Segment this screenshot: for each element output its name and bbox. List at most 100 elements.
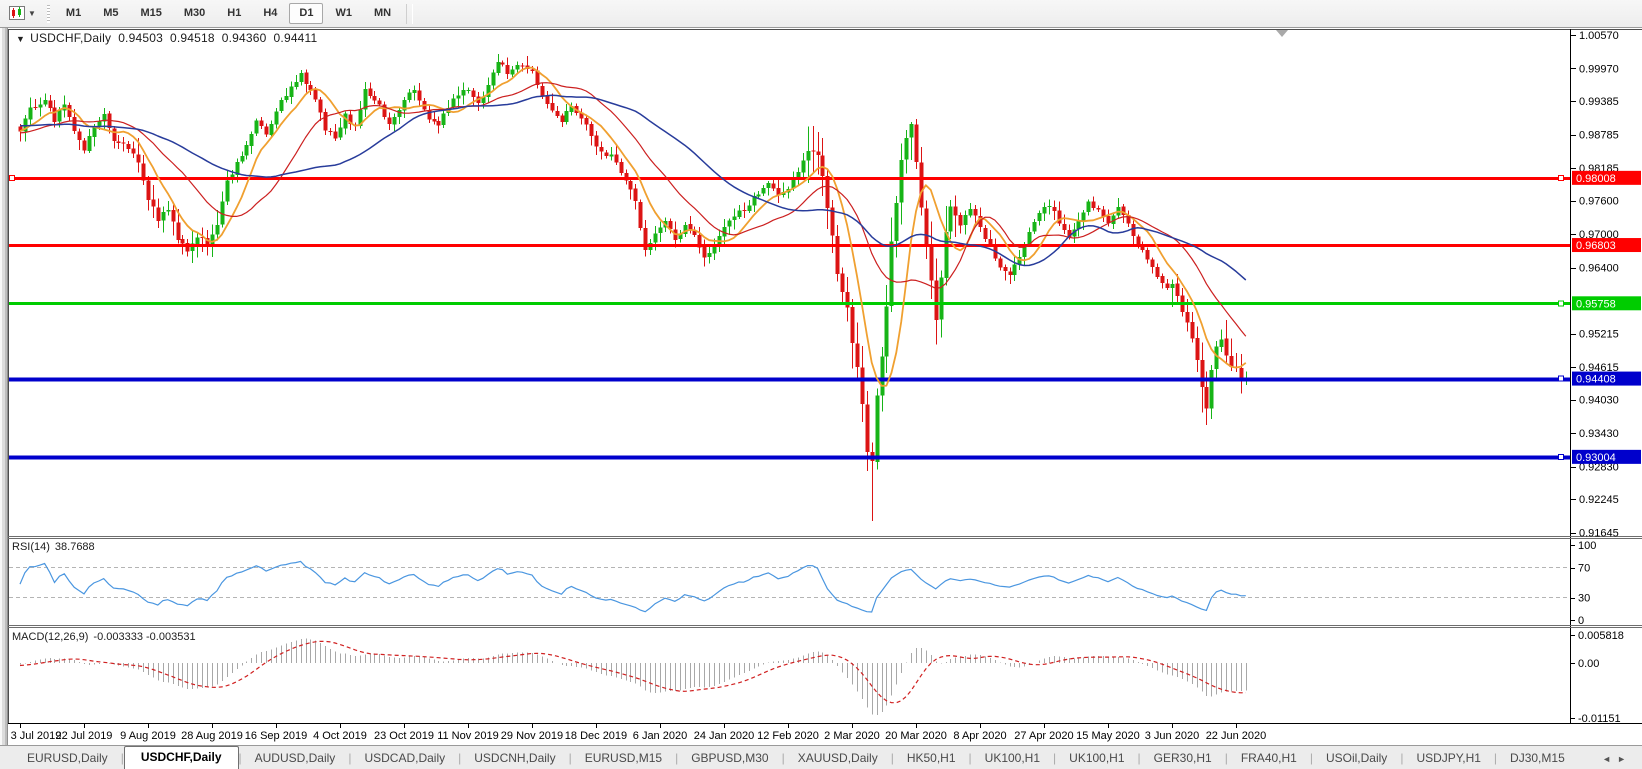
tab-gbpusd-m30[interactable]: GBPUSD,M30 xyxy=(691,751,769,765)
chart-shift-marker[interactable] xyxy=(1276,30,1288,37)
candle-body xyxy=(1175,283,1180,296)
ohlc-high: 0.94518 xyxy=(169,31,215,45)
tab-usdjpy-h1[interactable]: USDJPY,H1 xyxy=(1416,751,1481,765)
period-button-m5[interactable]: M5 xyxy=(103,7,119,19)
tab-usdcad-daily[interactable]: USDCAD,Daily xyxy=(364,751,446,765)
hline-price-badge xyxy=(1572,238,1641,253)
tab-audusd-daily[interactable]: AUDUSD,Daily xyxy=(254,751,336,765)
chart-canvas[interactable]: 1.005700.999700.993850.987850.981850.976… xyxy=(0,0,1642,745)
candle-body xyxy=(707,252,712,257)
candle-body xyxy=(180,239,185,244)
candle-body xyxy=(953,206,958,216)
period-button-d1[interactable]: D1 xyxy=(289,3,324,24)
price-tick-label: 0.97600 xyxy=(1579,196,1619,208)
tab-uk100-h1[interactable]: UK100,H1 xyxy=(984,751,1041,765)
period-button-h1[interactable]: H1 xyxy=(227,7,242,19)
candle-body xyxy=(1239,368,1244,379)
left-panel-splitter[interactable] xyxy=(0,27,8,745)
x-axis-date: 6 Jan 2020 xyxy=(633,730,687,742)
tab-hk50-h1[interactable]: HK50,H1 xyxy=(906,751,956,765)
candle-body xyxy=(1027,232,1032,245)
period-button-m15[interactable]: M15 xyxy=(140,7,162,19)
candle-body xyxy=(776,187,781,196)
candle-body xyxy=(894,203,899,242)
candle-body xyxy=(1003,267,1008,271)
rsi-tick-label: 70 xyxy=(1578,563,1590,575)
tab-separator: | xyxy=(1400,751,1404,765)
tab-usdcnh-daily[interactable]: USDCNH,Daily xyxy=(474,751,556,765)
candle-body xyxy=(1037,213,1042,222)
candle-body xyxy=(939,277,944,320)
period-button-mn[interactable]: MN xyxy=(373,7,392,19)
tab-separator: | xyxy=(1493,751,1498,765)
x-axis-date: 12 Feb 2020 xyxy=(757,730,819,742)
candle-body xyxy=(619,162,624,173)
tab-usdchf-daily[interactable]: USDCHF,Daily xyxy=(123,746,239,769)
tab-separator: | xyxy=(1137,751,1141,765)
candle-body xyxy=(1155,267,1160,277)
rsi-tick-label: 100 xyxy=(1578,540,1596,552)
candle-body xyxy=(387,117,392,125)
symbol-tabs: EURUSD,Daily | USDCHF,Daily | AUDUSD,Daily | U… xyxy=(14,746,1602,769)
candle-body xyxy=(121,142,126,144)
period-button-h4[interactable]: H4 xyxy=(263,7,278,19)
candle-body xyxy=(860,367,865,404)
candle-body xyxy=(633,188,638,202)
candle-body xyxy=(550,103,555,111)
tab-eurusd-m15[interactable]: EURUSD,M15 xyxy=(584,751,663,765)
candle-body xyxy=(432,118,437,122)
tab-uk100-h1[interactable]: UK100,H1 xyxy=(1069,751,1125,765)
ohlc-low: 0.94360 xyxy=(221,31,267,45)
candle-body xyxy=(500,62,505,65)
candle-body xyxy=(520,65,525,67)
ohlc-close: 0.94411 xyxy=(273,31,318,45)
hline-handle[interactable] xyxy=(9,174,15,181)
candle-body xyxy=(18,126,23,132)
price-tick-label: 0.91645 xyxy=(1579,528,1619,540)
hline-handle[interactable] xyxy=(1558,174,1564,181)
hline-price-badge xyxy=(1572,371,1641,386)
candle-body xyxy=(889,241,894,307)
hline-handle[interactable] xyxy=(1558,453,1564,460)
candle-body xyxy=(909,124,914,138)
candle-body xyxy=(628,180,633,190)
candle-body xyxy=(161,211,166,221)
candle-body xyxy=(176,222,181,240)
tab-separator: | xyxy=(890,751,894,765)
candle-body xyxy=(924,208,929,246)
hline-price-badge xyxy=(1572,449,1641,464)
tab-separator: | xyxy=(568,751,572,765)
candle-body xyxy=(274,111,279,125)
candle-body xyxy=(830,207,835,236)
hline-handle[interactable] xyxy=(1558,375,1564,382)
candle-body xyxy=(407,92,412,100)
rsi-indicator-label: RSI(14) 38.7688 xyxy=(12,541,95,553)
period-button-m30[interactable]: M30 xyxy=(183,7,206,19)
candle-body xyxy=(190,243,195,252)
tab-separator: | xyxy=(1224,751,1228,765)
tab-eurusd-daily[interactable]: EURUSD,Daily xyxy=(27,751,108,765)
candle-body xyxy=(653,233,658,243)
candle-body xyxy=(87,136,92,151)
candle-body xyxy=(747,205,752,211)
rsi-pane xyxy=(9,560,1570,613)
price-tick-label: 0.92830 xyxy=(1579,462,1619,474)
period-button-m1[interactable]: M1 xyxy=(65,7,82,19)
tabs-scroll-right-icon[interactable]: ► xyxy=(1617,754,1632,764)
tab-dj30-m15[interactable]: DJ30,M15 xyxy=(1510,751,1565,765)
period-button-w1[interactable]: W1 xyxy=(335,7,352,19)
candle-body xyxy=(1091,201,1096,208)
ma-mid-line xyxy=(19,82,1247,337)
candle-body xyxy=(584,118,589,125)
tab-xauusd-daily[interactable]: XAUUSD,Daily xyxy=(797,751,878,765)
chart-type-button[interactable]: ▼ xyxy=(6,4,39,23)
tab-ger30-h1[interactable]: GER30,H1 xyxy=(1153,751,1212,765)
tabs-scroll-left-icon[interactable]: ◄ xyxy=(1602,754,1618,764)
chevron-down-icon: ▼ xyxy=(28,9,36,18)
hline-handle[interactable] xyxy=(1558,300,1564,307)
candle-body xyxy=(308,84,313,91)
candle-body xyxy=(343,113,348,129)
chart-menu-caret-icon[interactable]: ▼ xyxy=(16,34,26,44)
tab-usoil-daily[interactable]: USOil,Daily xyxy=(1325,751,1388,765)
tab-fra40-h1[interactable]: FRA40,H1 xyxy=(1240,751,1297,765)
